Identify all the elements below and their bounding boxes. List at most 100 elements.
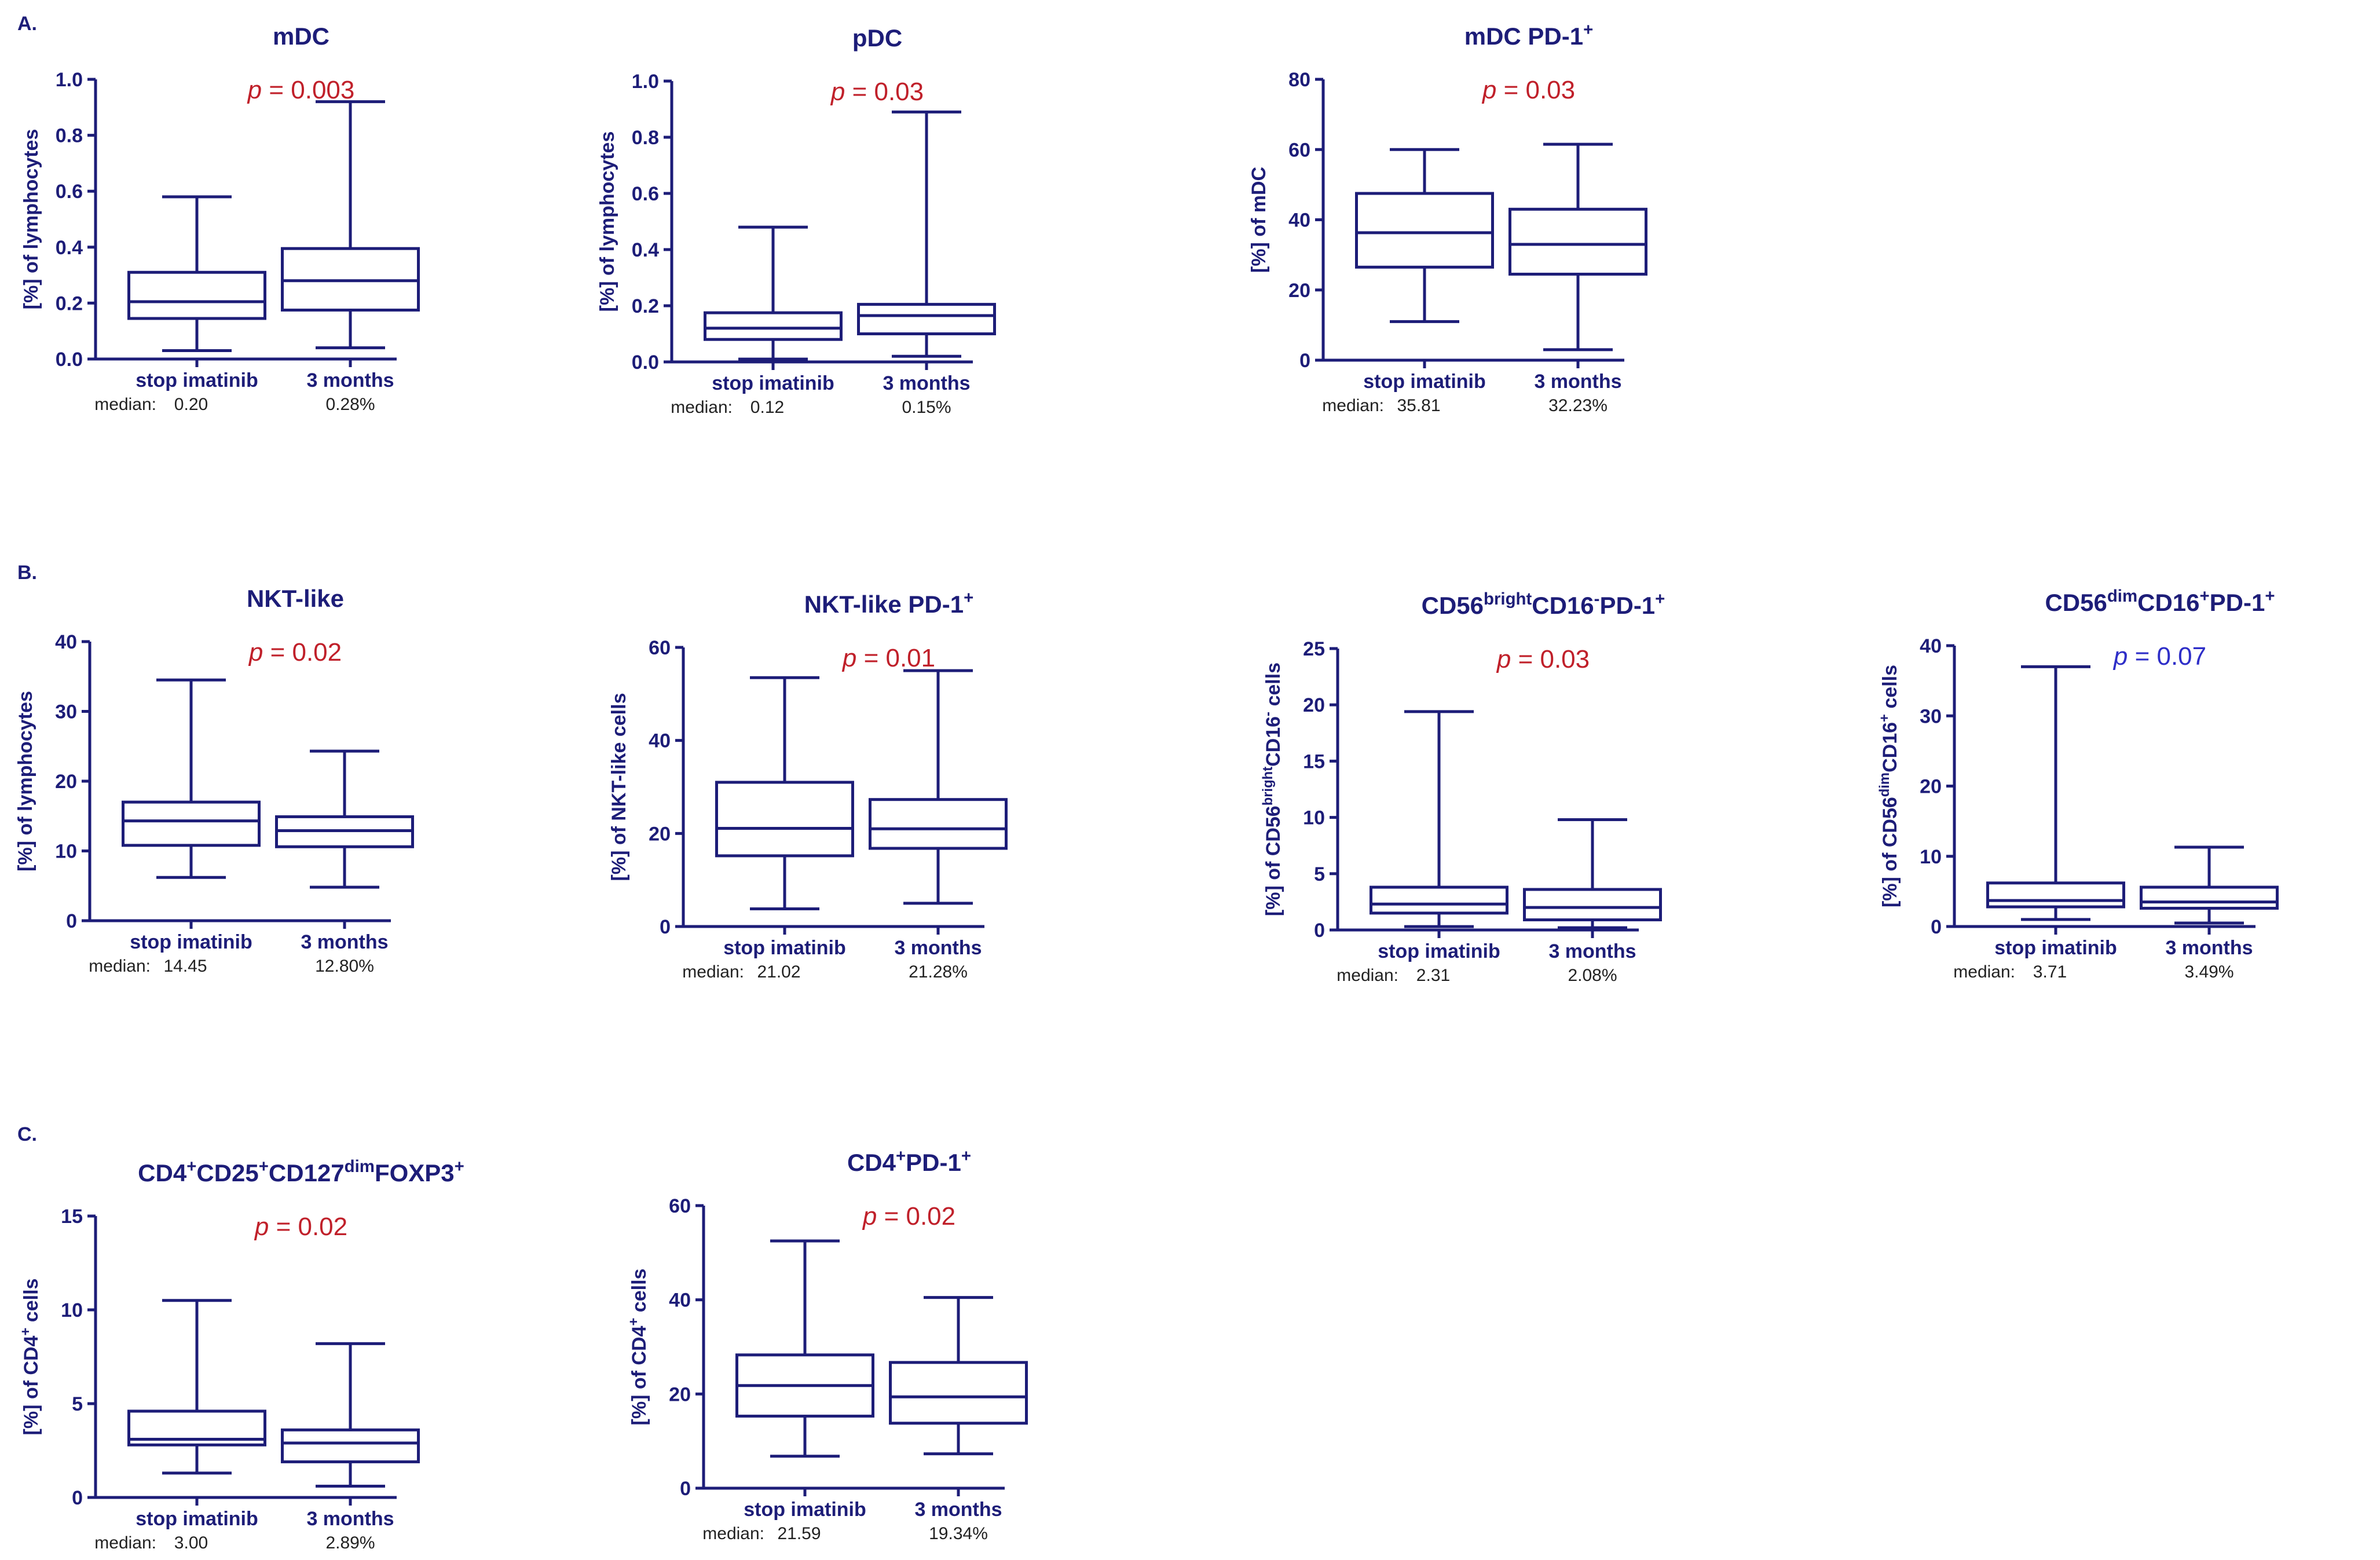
chart-panel: 0 20 40 60 80 stop imatinib 35.81 3 months 32.23…	[1248, 20, 1647, 415]
y-tick-label: 20	[649, 823, 671, 845]
x-tick-label: stop imatinib	[1363, 371, 1486, 393]
y-axis-label: [%] of CD4+ cells	[18, 1279, 43, 1436]
p-value: p = 0.02	[862, 1202, 955, 1231]
box-iqr	[889, 1361, 1028, 1425]
p-value: p = 0.003	[247, 76, 355, 104]
y-tick-label: 30	[1920, 705, 1942, 727]
median-value: 21.02	[757, 962, 800, 982]
box-iqr	[857, 303, 996, 336]
x-tick-label: stop imatinib	[723, 937, 846, 959]
chart-panel: 0.0 0.2 0.4 0.6 0.8 1.0 stop imatinib 0.20 3 mon…	[20, 23, 420, 414]
y-tick-label: 0.0	[56, 349, 83, 371]
x-tick-label: 3 months	[306, 1508, 394, 1530]
box-iqr	[1986, 881, 2125, 909]
y-tick-label: 0.2	[56, 292, 83, 314]
y-tick-label: 0	[1931, 916, 1942, 938]
chart-panel: 0 10 20 30 40 stop imatinib 14.45 3 months 12.80…	[14, 585, 414, 976]
y-axis-label: [%] of lymphocytes	[596, 131, 618, 312]
y-tick-label: 0	[1314, 920, 1325, 942]
median-value: 0.12	[750, 398, 784, 417]
median-label: median:	[671, 398, 733, 417]
y-tick-label: 40	[1920, 635, 1942, 657]
y-tick-label: 80	[1288, 69, 1310, 91]
y-tick-label: 20	[669, 1383, 691, 1405]
median-value: 2.08%	[1568, 966, 1617, 985]
p-value: p = 0.03	[1481, 76, 1575, 104]
y-tick-label: 40	[669, 1290, 691, 1312]
chart-title: NKT-like PD-1+	[804, 588, 974, 618]
chart-title: CD4+CD25+CD127dimFOXP3+	[138, 1157, 464, 1187]
y-tick-label: 30	[55, 701, 77, 723]
box-iqr	[1523, 888, 1662, 922]
p-value: p = 0.02	[248, 638, 342, 667]
box-iqr	[704, 311, 843, 341]
median-value: 14.45	[163, 957, 207, 976]
y-axis-label: [%] of CD56brightCD16- cells	[1260, 662, 1285, 916]
y-axis-label: [%] of CD56dimCD16+ cells	[1877, 665, 1902, 907]
chart-title: CD56dimCD16+PD-1+	[2045, 587, 2275, 617]
y-tick-label: 1.0	[632, 71, 659, 93]
y-tick-label: 0	[66, 910, 77, 932]
chart-title: NKT-like	[247, 585, 344, 612]
section-label-b: B.	[17, 562, 37, 584]
chart-panel: 0.0 0.2 0.4 0.6 0.8 1.0 stop imatinib 0.12 3 mon…	[596, 24, 996, 417]
y-tick-label: 0.8	[632, 127, 659, 149]
box-iqr	[122, 800, 261, 847]
y-tick-label: 10	[1920, 846, 1942, 868]
y-axis-label: [%] of mDC	[1248, 167, 1270, 273]
y-tick-label: 60	[669, 1195, 691, 1217]
x-tick-label: 3 months	[301, 931, 388, 953]
y-tick-label: 0.8	[56, 125, 83, 147]
x-tick-label: stop imatinib	[712, 372, 834, 394]
y-tick-label: 0.2	[632, 295, 659, 317]
x-tick-label: stop imatinib	[1994, 937, 2117, 959]
box-iqr	[1370, 885, 1508, 915]
y-tick-label: 0.6	[56, 181, 83, 203]
box-iqr	[1508, 207, 1647, 276]
y-tick-label: 40	[55, 631, 77, 653]
x-tick-label: stop imatinib	[1378, 940, 1500, 962]
y-tick-label: 10	[1303, 807, 1325, 829]
chart-title: mDC	[273, 23, 329, 50]
y-tick-label: 60	[1288, 139, 1310, 161]
chart-title: pDC	[852, 24, 902, 52]
p-value: p = 0.07	[2112, 642, 2206, 671]
median-value: 0.20	[174, 395, 208, 414]
p-value: p = 0.03	[1496, 645, 1590, 673]
median-value: 32.23%	[1548, 396, 1608, 415]
chart-title: CD56brightCD16-PD-1+	[1422, 589, 1665, 620]
median-value: 3.49%	[2184, 962, 2233, 982]
x-tick-label: 3 months	[883, 372, 970, 394]
y-tick-label: 60	[649, 637, 671, 659]
y-axis-label: [%] of NKT-like cells	[608, 693, 630, 881]
y-tick-label: 0	[660, 916, 671, 938]
section-label-a: A.	[17, 13, 37, 35]
x-tick-label: stop imatinib	[744, 1499, 866, 1521]
x-tick-label: 3 months	[1548, 940, 1636, 962]
box-iqr	[1355, 192, 1494, 269]
y-tick-label: 0.6	[632, 183, 659, 205]
y-tick-label: 10	[61, 1299, 83, 1321]
y-tick-label: 5	[72, 1393, 83, 1415]
chart-panel: 0 5 10 15 20 25 stop imatinib 2.31 3 months 2.08%…	[1260, 589, 1665, 986]
y-tick-label: 20	[1288, 280, 1310, 302]
y-axis-label: [%] of CD4+ cells	[626, 1269, 651, 1426]
x-tick-label: stop imatinib	[136, 1508, 258, 1530]
median-value: 21.59	[777, 1524, 821, 1543]
box-iqr	[127, 270, 266, 320]
y-tick-label: 15	[61, 1206, 83, 1228]
chart-panel: 0 20 40 60 stop imatinib 21.02 3 months 21.28% m…	[608, 588, 1008, 982]
y-tick-label: 0	[1299, 350, 1310, 372]
median-value: 3.71	[2033, 962, 2067, 982]
median-label: median:	[1337, 966, 1398, 985]
y-tick-label: 10	[55, 841, 77, 863]
median-value: 2.31	[1416, 966, 1450, 985]
x-tick-label: 3 months	[914, 1499, 1002, 1521]
chart-title: CD4+PD-1+	[847, 1147, 971, 1177]
p-value: p = 0.01	[841, 644, 935, 672]
median-label: median:	[1322, 396, 1384, 415]
y-tick-label: 25	[1303, 638, 1325, 660]
y-tick-label: 0.0	[632, 351, 659, 373]
y-tick-label: 20	[1303, 694, 1325, 716]
y-tick-label: 0.4	[632, 239, 659, 261]
